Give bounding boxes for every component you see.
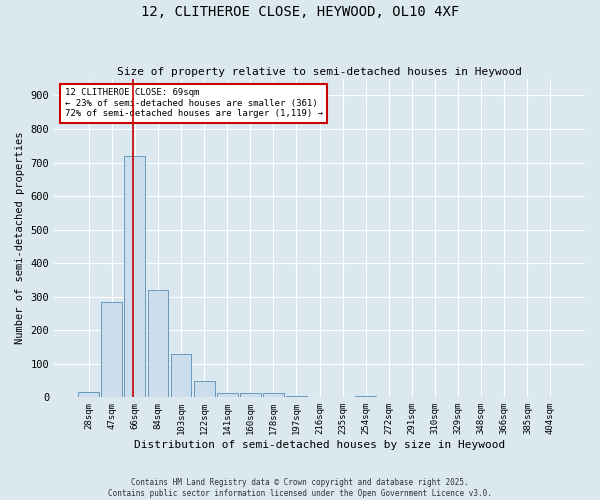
Bar [78,392,99,398]
Title: Size of property relative to semi-detached houses in Heywood: Size of property relative to semi-detach… [117,66,522,76]
Text: 12 CLITHEROE CLOSE: 69sqm
← 23% of semi-detached houses are smaller (361)
72% of: 12 CLITHEROE CLOSE: 69sqm ← 23% of semi-… [65,88,323,118]
Bar [170,354,191,398]
Bar [286,396,307,398]
Bar [240,394,261,398]
Bar [124,156,145,398]
Bar [194,380,215,398]
X-axis label: Distribution of semi-detached houses by size in Heywood: Distribution of semi-detached houses by … [134,440,505,450]
Text: Contains HM Land Registry data © Crown copyright and database right 2025.
Contai: Contains HM Land Registry data © Crown c… [108,478,492,498]
Bar [217,394,238,398]
Y-axis label: Number of semi-detached properties: Number of semi-detached properties [15,132,25,344]
Bar [263,394,284,398]
Text: 12, CLITHEROE CLOSE, HEYWOOD, OL10 4XF: 12, CLITHEROE CLOSE, HEYWOOD, OL10 4XF [141,5,459,19]
Bar [148,290,169,398]
Bar [355,396,376,398]
Bar [101,302,122,398]
